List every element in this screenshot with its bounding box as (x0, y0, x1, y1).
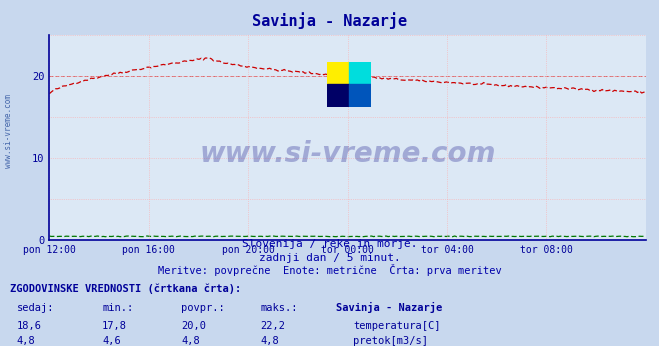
Text: 4,8: 4,8 (181, 336, 200, 346)
Polygon shape (327, 84, 349, 107)
Text: 4,6: 4,6 (102, 336, 121, 346)
Text: temperatura[C]: temperatura[C] (353, 321, 441, 331)
Polygon shape (327, 62, 349, 84)
Text: 18,6: 18,6 (16, 321, 42, 331)
Text: 4,8: 4,8 (260, 336, 279, 346)
Text: Savinja - Nazarje: Savinja - Nazarje (252, 12, 407, 29)
Text: ZGODOVINSKE VREDNOSTI (črtkana črta):: ZGODOVINSKE VREDNOSTI (črtkana črta): (10, 284, 241, 294)
Text: Slovenija / reke in morje.: Slovenija / reke in morje. (242, 239, 417, 249)
Text: 4,8: 4,8 (16, 336, 35, 346)
Text: Savinja - Nazarje: Savinja - Nazarje (336, 302, 442, 313)
Text: povpr.:: povpr.: (181, 303, 225, 313)
Text: www.si-vreme.com: www.si-vreme.com (200, 140, 496, 168)
Polygon shape (349, 84, 372, 107)
Text: zadnji dan / 5 minut.: zadnji dan / 5 minut. (258, 253, 401, 263)
Text: pretok[m3/s]: pretok[m3/s] (353, 336, 428, 346)
Text: www.si-vreme.com: www.si-vreme.com (4, 94, 13, 169)
Text: 22,2: 22,2 (260, 321, 285, 331)
Text: 20,0: 20,0 (181, 321, 206, 331)
Text: 17,8: 17,8 (102, 321, 127, 331)
Text: min.:: min.: (102, 303, 133, 313)
Text: sedaj:: sedaj: (16, 303, 54, 313)
Polygon shape (349, 62, 372, 84)
Text: Meritve: povprečne  Enote: metrične  Črta: prva meritev: Meritve: povprečne Enote: metrične Črta:… (158, 264, 501, 276)
Text: maks.:: maks.: (260, 303, 298, 313)
